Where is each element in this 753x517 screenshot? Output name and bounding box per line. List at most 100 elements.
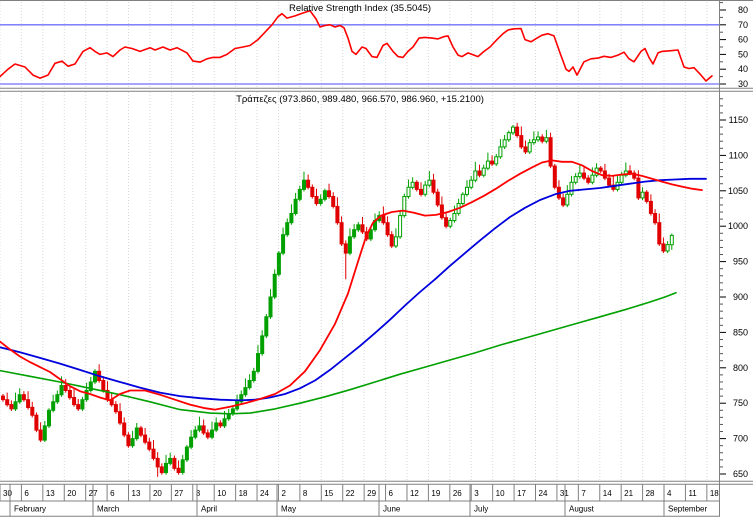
candle-body: [465, 186, 469, 195]
candle-body: [118, 411, 122, 424]
candle-body: [515, 126, 520, 137]
candle-body: [264, 316, 269, 337]
candle-body: [494, 156, 499, 165]
candle-body: [297, 188, 302, 200]
date-label: 30: [3, 489, 12, 498]
candle-body: [101, 380, 106, 391]
price-tick-label: 650: [733, 469, 748, 479]
candle-body: [34, 414, 39, 431]
candle-body: [360, 224, 365, 233]
candle-body: [435, 191, 440, 206]
candle-body: [55, 394, 60, 403]
candle-body: [147, 441, 152, 450]
candle-body: [419, 188, 423, 195]
candle-body: [72, 397, 77, 406]
candle-body: [268, 296, 273, 318]
candle-body: [385, 222, 390, 236]
candle-body: [26, 399, 31, 409]
date-label: 6: [24, 489, 29, 498]
candle-body: [189, 436, 194, 448]
candle-body: [452, 213, 457, 222]
candle-body: [218, 422, 223, 427]
candle-body: [318, 198, 323, 205]
candle-body: [214, 422, 219, 431]
date-label: 22: [346, 489, 355, 498]
candle-body: [126, 434, 131, 447]
candle-body: [335, 205, 340, 224]
candle-body: [327, 190, 331, 198]
candle-body: [661, 243, 666, 252]
rsi-tick-label: 80: [738, 5, 748, 15]
date-label: 28: [646, 489, 655, 498]
candle-body: [540, 136, 545, 142]
date-label: 6: [389, 489, 394, 498]
candle-body: [302, 179, 306, 190]
price-tick-label: 1050: [728, 186, 748, 196]
candle-body: [611, 184, 616, 190]
candle-body: [184, 446, 189, 461]
date-label: 27: [174, 489, 183, 498]
date-label: 3: [196, 489, 201, 498]
candle-body: [113, 404, 118, 413]
candle-body: [47, 409, 51, 427]
slow-ma-green-line: [0, 291, 677, 415]
date-label: 7: [581, 489, 586, 498]
candle-body: [439, 204, 444, 219]
candle-body: [669, 234, 674, 246]
month-label: April: [201, 505, 217, 514]
candle-body: [63, 385, 68, 391]
candle-body: [281, 234, 286, 254]
rsi-tick-label: 30: [738, 79, 748, 89]
date-label: 13: [132, 489, 141, 498]
candle-body: [393, 236, 398, 247]
candle-body: [51, 401, 56, 411]
candle-body: [222, 418, 227, 427]
candle-body: [406, 186, 411, 198]
candle-body: [164, 462, 168, 474]
rsi-tick-label: 60: [738, 35, 748, 45]
month-label: September: [668, 505, 707, 514]
date-label: 24: [539, 489, 548, 498]
price-tick-label: 700: [733, 434, 748, 444]
candle-body: [130, 438, 135, 447]
candle-body: [448, 220, 453, 227]
price-tick-label: 950: [733, 257, 748, 267]
date-label: 15: [324, 489, 333, 498]
rsi-tick-label: 50: [738, 49, 748, 59]
date-label: 20: [153, 489, 162, 498]
candle-body: [76, 404, 81, 410]
candle-body: [17, 394, 22, 403]
candle-body: [352, 229, 357, 238]
candle-body: [444, 217, 449, 227]
date-label: 19: [431, 489, 440, 498]
candle-body: [347, 236, 352, 254]
candles: [1, 122, 674, 477]
candle-body: [21, 394, 26, 401]
fast-ma-red-line: [0, 159, 703, 411]
candle-body: [93, 370, 97, 383]
candle-body: [485, 160, 490, 169]
candle-body: [243, 387, 248, 396]
candle-body: [519, 135, 524, 148]
candle-body: [402, 196, 407, 217]
candle-body: [544, 137, 549, 142]
date-label: 24: [260, 489, 269, 498]
price-panel-title: Τράπεζες (973.860, 989.480, 966.570, 986…: [236, 94, 484, 105]
month-label: February: [14, 505, 46, 514]
candle-body: [88, 381, 93, 391]
candle-body: [201, 425, 206, 434]
candle-body: [172, 457, 177, 469]
candle-body: [38, 429, 43, 441]
candle-body: [460, 193, 465, 205]
month-label: June: [383, 505, 401, 514]
candle-body: [561, 197, 566, 206]
grid-lines: [0, 2, 708, 480]
date-label: 14: [603, 489, 612, 498]
candle-body: [368, 229, 373, 240]
candle-body: [151, 448, 156, 459]
price-tick-label: 750: [733, 398, 748, 408]
date-label: 29: [367, 489, 376, 498]
medium-ma-blue-line: [0, 177, 707, 402]
candle-body: [210, 429, 214, 438]
